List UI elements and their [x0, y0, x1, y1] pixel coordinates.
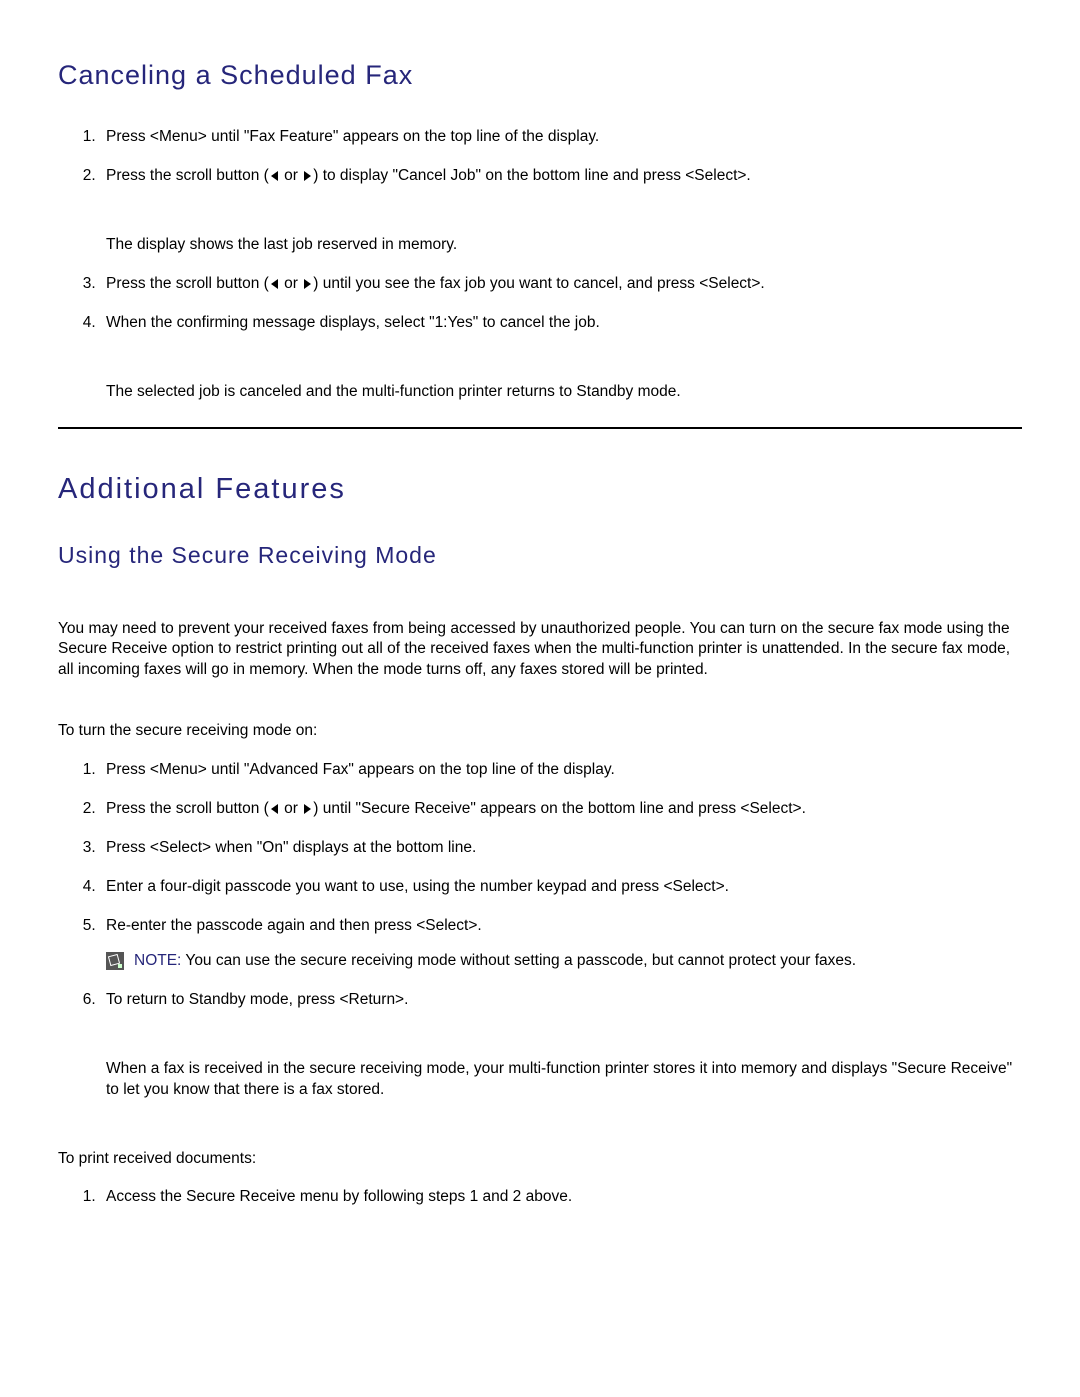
steps-cancel-fax: Press <Menu> until "Fax Feature" appears… [58, 127, 1022, 403]
arrow-right-icon [304, 279, 311, 289]
steps-secure-receive-on: Press <Menu> until "Advanced Fax" appear… [58, 760, 1022, 1100]
step-text: ) until "Secure Receive" appears on the … [313, 800, 806, 817]
step-text: Access the Secure Receive menu by follow… [106, 1188, 572, 1205]
document-page: Canceling a Scheduled Fax Press <Menu> u… [0, 0, 1080, 1326]
step-text: Press <Menu> until "Fax Feature" appears… [106, 128, 599, 145]
list-item: Re-enter the passcode again and then pre… [100, 916, 1022, 972]
lead-in-text: To turn the secure receiving mode on: [58, 721, 1022, 742]
note-text: NOTE: You can use the secure receiving m… [134, 951, 856, 972]
arrow-left-icon [271, 279, 278, 289]
step-text: Press the scroll button ( [106, 800, 269, 817]
intro-paragraph: You may need to prevent your received fa… [58, 619, 1022, 682]
note-block: NOTE: You can use the secure receiving m… [106, 951, 1022, 972]
list-item: Enter a four-digit passcode you want to … [100, 877, 1022, 898]
step-text: When the confirming message displays, se… [106, 314, 600, 331]
step-text: Enter a four-digit passcode you want to … [106, 878, 729, 895]
note-icon [106, 952, 124, 970]
steps-print-received: Access the Secure Receive menu by follow… [58, 1187, 1022, 1208]
lead-in-text-2: To print received documents: [58, 1149, 1022, 1170]
note-label: NOTE: [134, 952, 181, 969]
heading-cancel-fax: Canceling a Scheduled Fax [58, 60, 1022, 91]
step-text: Press <Menu> until "Advanced Fax" appear… [106, 761, 615, 778]
step-subtext: The display shows the last job reserved … [106, 235, 1022, 256]
step-text: Re-enter the passcode again and then pre… [106, 917, 482, 934]
note-body: You can use the secure receiving mode wi… [181, 952, 856, 969]
step-subtext: The selected job is canceled and the mul… [106, 382, 1022, 403]
arrow-right-icon [304, 171, 311, 181]
list-item: Access the Secure Receive menu by follow… [100, 1187, 1022, 1208]
list-item: Press the scroll button ( or ) until "Se… [100, 799, 1022, 820]
list-item: Press <Menu> until "Advanced Fax" appear… [100, 760, 1022, 781]
step-text: ) until you see the fax job you want to … [313, 275, 765, 292]
list-item: Press the scroll button ( or ) to displa… [100, 166, 1022, 256]
heading-secure-receive: Using the Secure Receiving Mode [58, 542, 1022, 569]
list-item: Press <Select> when "On" displays at the… [100, 838, 1022, 859]
heading-additional-features: Additional Features [58, 473, 1022, 506]
step-text: Press the scroll button ( [106, 167, 269, 184]
arrow-right-icon [304, 804, 311, 814]
step-text: ) to display "Cancel Job" on the bottom … [313, 167, 751, 184]
arrow-left-icon [271, 804, 278, 814]
step-text: To return to Standby mode, press <Return… [106, 991, 408, 1008]
step-text: Press <Select> when "On" displays at the… [106, 839, 476, 856]
list-item: Press the scroll button ( or ) until you… [100, 274, 1022, 295]
step-text: Press the scroll button ( [106, 275, 269, 292]
list-item: To return to Standby mode, press <Return… [100, 990, 1022, 1101]
list-item: When the confirming message displays, se… [100, 313, 1022, 403]
arrow-left-icon [271, 171, 278, 181]
step-subtext: When a fax is received in the secure rec… [106, 1059, 1022, 1101]
section-divider [58, 427, 1022, 429]
list-item: Press <Menu> until "Fax Feature" appears… [100, 127, 1022, 148]
